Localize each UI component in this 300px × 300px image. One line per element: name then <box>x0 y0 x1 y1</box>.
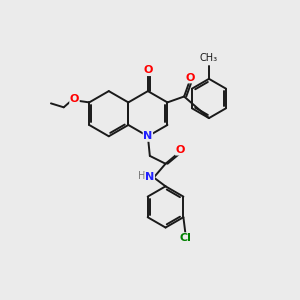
Text: N: N <box>143 131 152 141</box>
Text: O: O <box>185 73 195 83</box>
Text: O: O <box>176 145 185 155</box>
Text: N: N <box>145 172 154 182</box>
Text: Cl: Cl <box>179 233 191 243</box>
Text: O: O <box>143 65 153 76</box>
Text: O: O <box>70 94 79 104</box>
Text: H: H <box>138 172 146 182</box>
Text: CH₃: CH₃ <box>200 53 218 63</box>
